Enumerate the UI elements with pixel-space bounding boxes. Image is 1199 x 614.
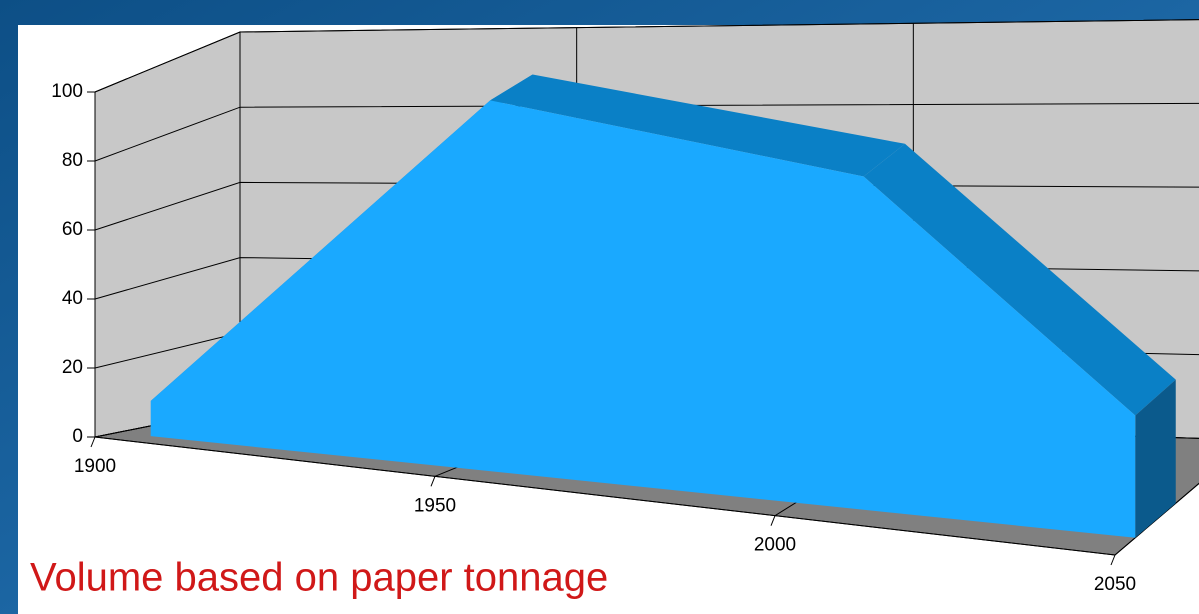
plot: 0 20 40 60 80 100 1900 1950 2000 2050 (51, 19, 1199, 595)
y-tick-label: 100 (51, 81, 83, 102)
annotation: Volume based on paper tonnage (30, 556, 608, 600)
x-tick (430, 476, 436, 487)
area (150, 100, 1136, 538)
y-tick-label: 20 (62, 357, 83, 378)
area-top (490, 74, 905, 177)
x-tick-label: 1950 (414, 495, 456, 516)
y-tick-label: 40 (62, 288, 83, 309)
x-axis (94, 436, 1116, 556)
x-tick-label: 2000 (754, 535, 796, 556)
y-tick-label: 0 (72, 426, 83, 447)
x-tick-label: 1900 (74, 456, 116, 477)
x-tick-label: 2050 (1094, 574, 1136, 595)
x-tick (770, 515, 776, 526)
area-top (863, 143, 1176, 416)
grid-line (1114, 482, 1199, 556)
x-tick (1110, 554, 1116, 566)
x-tick (90, 436, 96, 448)
area-side (1135, 379, 1176, 538)
y-tick-label: 60 (62, 219, 83, 240)
y-tick-label: 80 (62, 150, 83, 171)
